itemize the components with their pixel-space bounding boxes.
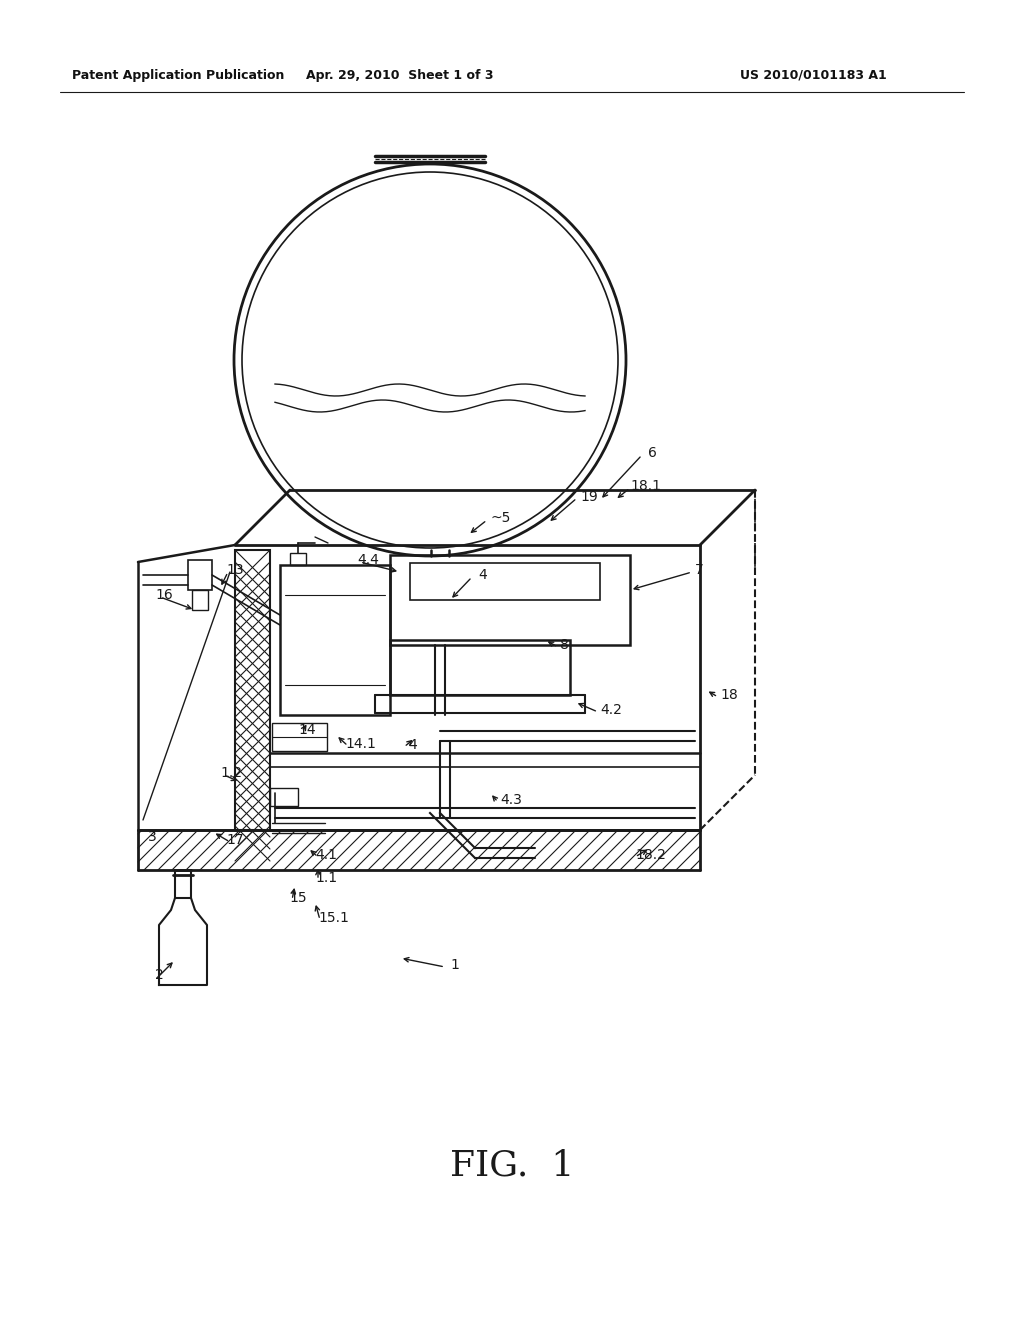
Text: 7: 7 <box>695 564 703 577</box>
Bar <box>193 590 208 610</box>
Bar <box>188 560 212 590</box>
Bar <box>290 553 306 565</box>
Text: 1: 1 <box>450 958 459 972</box>
Text: 3: 3 <box>148 830 157 843</box>
Text: 4.1: 4.1 <box>315 847 337 862</box>
Text: 15: 15 <box>289 891 306 906</box>
Text: 8: 8 <box>560 638 569 652</box>
Bar <box>270 788 298 807</box>
Text: 4.4: 4.4 <box>357 553 379 568</box>
Text: 18: 18 <box>720 688 737 702</box>
Text: US 2010/0101183 A1: US 2010/0101183 A1 <box>740 69 887 82</box>
Text: 1.2: 1.2 <box>220 766 242 780</box>
Bar <box>280 565 390 715</box>
Bar <box>234 550 270 830</box>
Text: 4.2: 4.2 <box>600 704 622 717</box>
Text: Patent Application Publication: Patent Application Publication <box>72 69 285 82</box>
Bar <box>390 640 570 696</box>
Text: FIG.  1: FIG. 1 <box>450 1148 574 1181</box>
Text: 13: 13 <box>226 564 244 577</box>
Bar <box>390 554 630 645</box>
Text: 2: 2 <box>155 968 164 982</box>
Text: 6: 6 <box>648 446 656 459</box>
Text: 4: 4 <box>408 738 417 752</box>
Text: 14: 14 <box>298 723 315 737</box>
Text: ~5: ~5 <box>490 511 510 525</box>
Text: 18.1: 18.1 <box>630 479 662 492</box>
Text: 4: 4 <box>478 568 486 582</box>
Text: 16: 16 <box>155 587 173 602</box>
Text: Apr. 29, 2010  Sheet 1 of 3: Apr. 29, 2010 Sheet 1 of 3 <box>306 69 494 82</box>
Text: 15.1: 15.1 <box>318 911 349 925</box>
Text: 4.3: 4.3 <box>500 793 522 807</box>
Text: 1.1: 1.1 <box>315 871 337 884</box>
Text: 18.2: 18.2 <box>635 847 666 862</box>
Text: 19: 19 <box>580 490 598 504</box>
Text: 17: 17 <box>226 833 244 847</box>
Bar <box>272 723 327 751</box>
Text: 14.1: 14.1 <box>345 737 376 751</box>
Bar <box>410 564 600 601</box>
